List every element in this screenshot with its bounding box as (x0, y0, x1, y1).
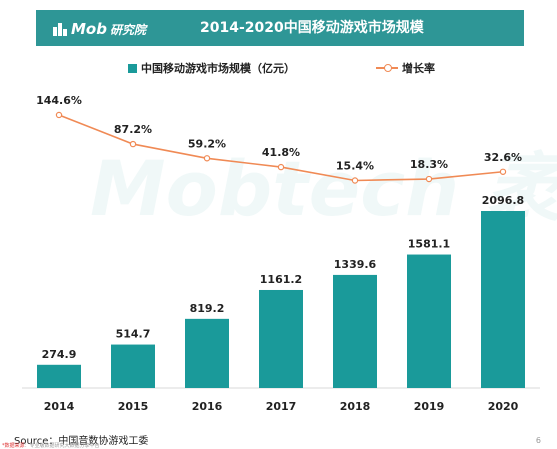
growth-label-2016: 59.2% (188, 137, 226, 150)
bar-2019 (407, 254, 451, 388)
legend-item-market-size: 中国移动游戏市场规模（亿元） (128, 60, 295, 76)
bar-label-2015: 514.7 (116, 328, 151, 341)
page-number: 6 (535, 436, 541, 445)
legend-item-growth-rate: 增长率 (376, 60, 435, 76)
bar-2015 (111, 344, 155, 388)
bar-label-2018: 1339.6 (334, 258, 377, 271)
growth-point-2019 (425, 175, 433, 183)
bar-label-2020: 2096.8 (482, 194, 524, 207)
logo-brand: Mob (71, 20, 107, 38)
legend-label-growth-rate: 增长率 (402, 62, 435, 75)
bar-label-2017: 1161.2 (260, 273, 302, 286)
growth-label-2017: 41.8% (262, 146, 300, 159)
footer-fineprint-red: *数据来源 (2, 443, 25, 449)
bar-label-2016: 819.2 (190, 302, 225, 315)
bar-2018 (333, 274, 377, 388)
growth-label-2018: 15.4% (336, 159, 374, 172)
x-tick-label-2018: 2018 (340, 400, 371, 413)
chart-legend: 中国移动游戏市场规模（亿元） 增长率 (0, 58, 557, 76)
growth-point-2014 (55, 111, 63, 119)
legend-swatch-bar (128, 63, 137, 73)
x-tick-label-2014: 2014 (44, 400, 75, 413)
footer-fineprint-text: ：专业版数据研究大数据分享平台 (24, 443, 100, 449)
x-tick-label-2015: 2015 (118, 400, 149, 413)
growth-point-2016 (203, 155, 211, 162)
logo-subtitle: 研究院 (109, 22, 146, 37)
footer-source: Source：中国音数协游戏工委 (14, 436, 149, 447)
growth-point-2018 (351, 177, 359, 184)
x-tick-label-2016: 2016 (192, 400, 223, 413)
header-bar (36, 10, 524, 46)
bar-2014 (37, 364, 81, 388)
bar-2020 (481, 211, 525, 388)
building-icon (53, 23, 67, 36)
bar-2016 (185, 318, 229, 388)
x-tick-label-2017: 2017 (266, 400, 297, 413)
growth-label-2019: 18.3% (410, 158, 448, 171)
growth-point-2017 (277, 163, 285, 171)
growth-label-2014: 144.6% (36, 94, 82, 107)
legend-label-market-size: 中国移动游戏市场规模（亿元） (141, 62, 295, 75)
legend-swatch-line (376, 63, 398, 73)
x-tick-label-2019: 2019 (414, 400, 445, 413)
growth-label-2015: 87.2% (114, 123, 152, 136)
chart-title: 2014-2020中国移动游戏市场规模 (200, 20, 424, 36)
bar-2017 (259, 289, 303, 388)
growth-point-2015 (129, 140, 137, 148)
growth-point-2020 (499, 168, 507, 175)
mob-logo: Mob 研究院 (52, 16, 146, 42)
growth-label-2020: 32.6% (484, 151, 522, 164)
x-tick-label-2020: 2020 (488, 400, 519, 413)
bar-label-2019: 1581.1 (408, 238, 450, 251)
footer-fineprint: *数据来源：专业版数据研究大数据分享平台 (2, 442, 100, 449)
bar-label-2014: 274.9 (42, 348, 77, 361)
watermark: Mobtech 袤博 (90, 144, 557, 233)
